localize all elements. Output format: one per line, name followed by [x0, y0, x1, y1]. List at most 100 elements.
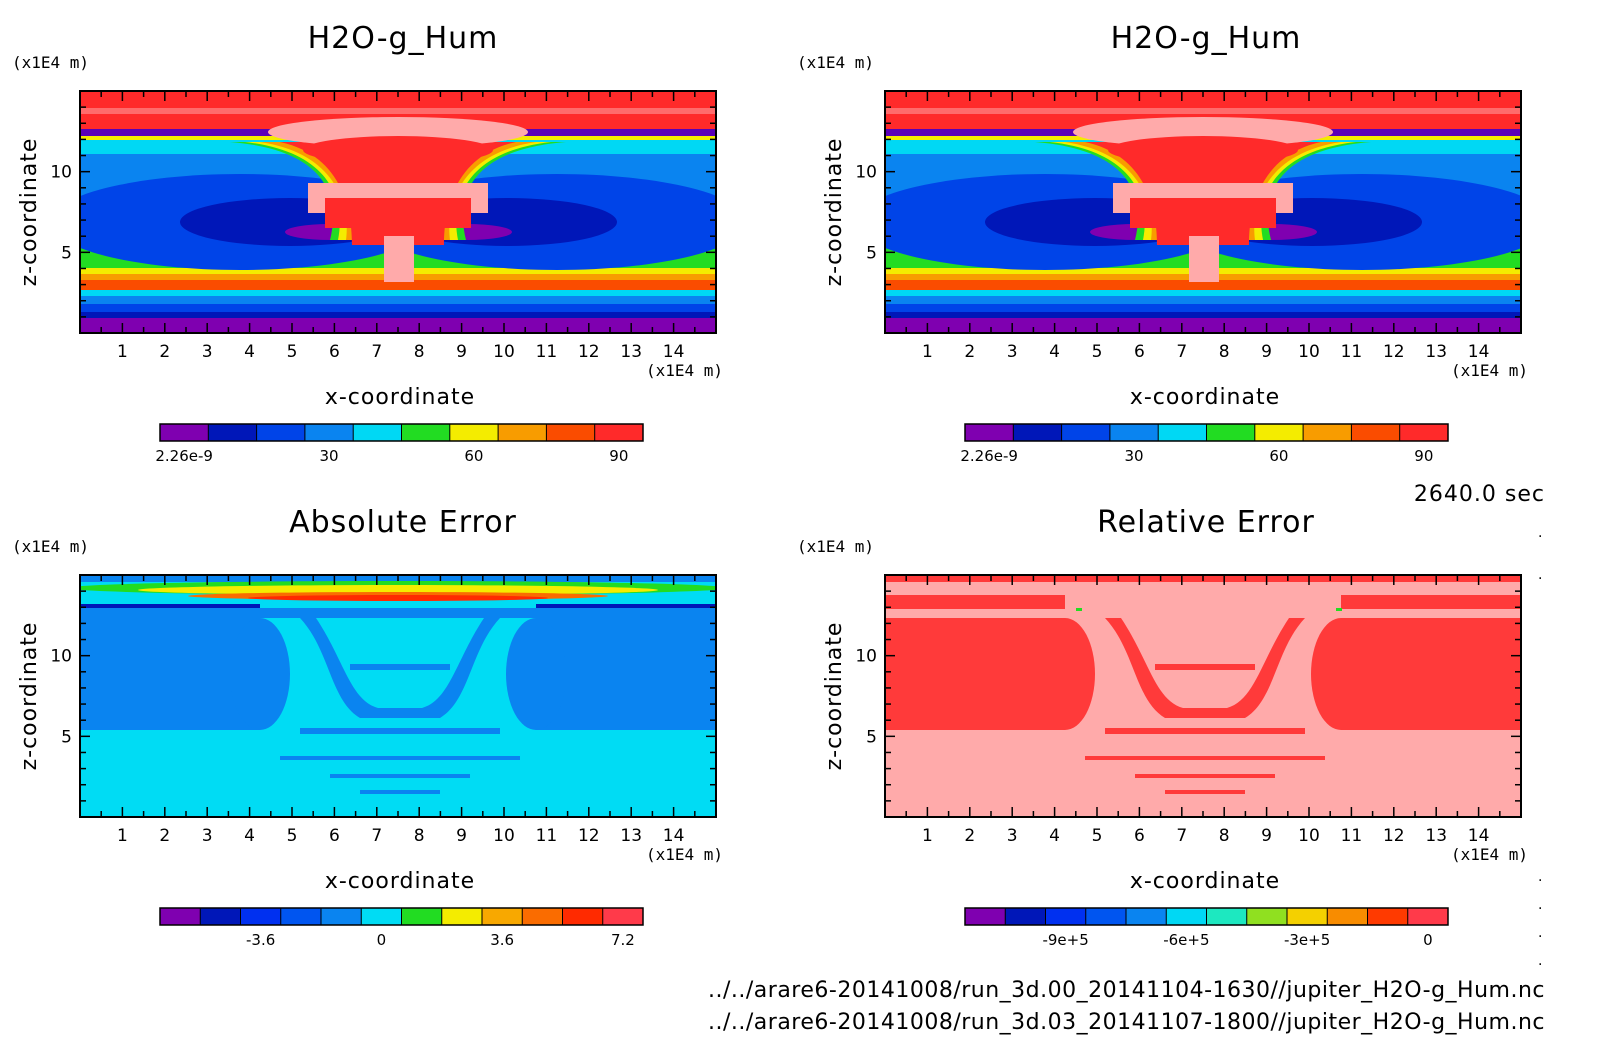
heatmap-field: [885, 575, 1521, 817]
colorbar: 2.26e-9 30 60 90: [960, 423, 1449, 465]
x-tick-label: 11: [536, 342, 558, 362]
field-speckle-blue: [300, 728, 500, 734]
field-band-navy: [80, 604, 260, 608]
y-tick-label: 5: [61, 727, 72, 747]
field-band-red-low: [80, 280, 716, 290]
y-tick-label: 10: [50, 647, 72, 667]
field-speckle-blue: [330, 774, 470, 778]
x-tick-label: 5: [1092, 342, 1103, 362]
x-tick-label: 6: [1134, 826, 1145, 846]
field-core-red: [325, 198, 471, 228]
colorbar-swatch: [160, 424, 209, 441]
colorbar-swatch: [1367, 908, 1409, 925]
x-tick-label: 1: [922, 826, 933, 846]
field-band-top-red: [248, 595, 548, 601]
x-tick-label: 9: [456, 342, 467, 362]
colorbar-label: -9e+5: [1042, 931, 1088, 949]
x-tick-label: 13: [1425, 826, 1447, 846]
panel-title: Absolute Error: [289, 505, 517, 540]
x-tick-label: 14: [663, 826, 685, 846]
heatmap-field: [80, 91, 716, 333]
colorbar-swatch: [1254, 424, 1304, 441]
x-tick-label: 9: [1261, 342, 1272, 362]
x-tick-label: 6: [1134, 342, 1145, 362]
x-tick-label: 13: [620, 342, 642, 362]
field-bar-red: [1155, 664, 1255, 670]
colorbar-swatch: [1287, 908, 1328, 925]
x-tick-label: 11: [1341, 342, 1363, 362]
x-tick-label: 7: [1176, 826, 1187, 846]
colorbar-swatch: [546, 424, 596, 441]
colorbar-label: 0: [1423, 931, 1433, 949]
field-stem-pink: [1189, 236, 1219, 282]
x-tick-label: 3: [1007, 826, 1018, 846]
field-core-red: [1130, 198, 1276, 228]
colorbar-swatch: [965, 908, 1006, 925]
field-band-red-strip: [885, 595, 1065, 609]
x-axis-title: x-coordinate: [325, 869, 475, 894]
dot-marks: ....: [1538, 869, 1543, 969]
y-axis-title: z-coordinate: [822, 138, 847, 287]
colorbar-swatch: [401, 424, 451, 441]
panel-relative-error: Relative Error (x1E4 m) 1 2 3 4 5 6 7 8 9 10 11 12 1…: [797, 505, 1528, 949]
field-speckle-red: [1135, 774, 1275, 778]
panel-title: Relative Error: [1097, 505, 1315, 540]
field-dome-red: [1108, 136, 1298, 164]
colorbar-swatch: [256, 424, 306, 441]
colorbar-swatch: [1399, 424, 1449, 441]
y-axis-title: z-coordinate: [17, 138, 42, 287]
colorbar-label: 90: [609, 447, 628, 465]
colorbar-frame: [964, 907, 1449, 926]
field-region-left-lobe: [230, 618, 290, 730]
colorbar-label: 30: [320, 447, 339, 465]
field-stem-pink: [384, 236, 414, 282]
x-tick-label: 4: [1049, 826, 1060, 846]
y-unit-label: (x1E4 m): [12, 537, 89, 556]
colorbar: -3.6 0 3.6 7.2: [159, 907, 644, 949]
colorbar-swatch: [1407, 908, 1449, 925]
field-speckle-blue: [280, 756, 520, 760]
x-tick-label: 2: [159, 342, 170, 362]
y-tick-label: 5: [61, 243, 72, 263]
x-tick-label: 8: [1219, 826, 1230, 846]
field-band-blue-low: [885, 296, 1521, 304]
y-unit-label: (x1E4 m): [12, 53, 89, 72]
colorbar-swatch: [353, 424, 402, 441]
x-tick-label: 10: [493, 342, 515, 362]
field-band-top-yellow: [138, 585, 658, 595]
field-band-blue-low: [80, 296, 716, 304]
x-tick-label: 8: [414, 342, 425, 362]
colorbar-swatch: [1126, 908, 1167, 925]
colorbar-swatch: [482, 908, 523, 925]
colorbar-swatch: [602, 908, 644, 925]
colorbar-swatch: [1045, 908, 1087, 925]
x-tick-label: 14: [663, 342, 685, 362]
x-tick-label: 2: [964, 826, 975, 846]
colorbar-label: 60: [1269, 447, 1288, 465]
field-band-deep-blue: [885, 304, 1521, 312]
colorbar-swatch: [280, 908, 322, 925]
x-tick-label: 1: [922, 342, 933, 362]
colorbar-swatch: [200, 908, 241, 925]
colorbar-swatch: [240, 908, 282, 925]
file-path-2: ../../arare6-20141008/run_3d.03_20141107…: [708, 1010, 1545, 1035]
x-axis-title: x-coordinate: [1130, 385, 1280, 410]
field-band-navy: [80, 312, 716, 318]
dot-marks: ..: [1538, 525, 1543, 583]
colorbar: -9e+5 -6e+5 -3e+5 0: [964, 907, 1449, 949]
field-band-cyan-low: [885, 290, 1521, 296]
colorbar-label: 7.2: [611, 931, 635, 949]
colorbar-swatch: [522, 908, 563, 925]
x-unit-label: (x1E4 m): [1451, 361, 1528, 380]
field-speckle-red: [1085, 756, 1325, 760]
heatmap-field: [885, 91, 1521, 333]
x-tick-label: 8: [1219, 342, 1230, 362]
field-speck-green: [1076, 608, 1082, 611]
x-tick-label: 4: [1049, 342, 1060, 362]
field-region-right-lobe: [1311, 618, 1371, 730]
colorbar-swatch: [401, 908, 443, 925]
x-tick-label: 5: [287, 826, 298, 846]
field-dome-red: [303, 136, 493, 164]
